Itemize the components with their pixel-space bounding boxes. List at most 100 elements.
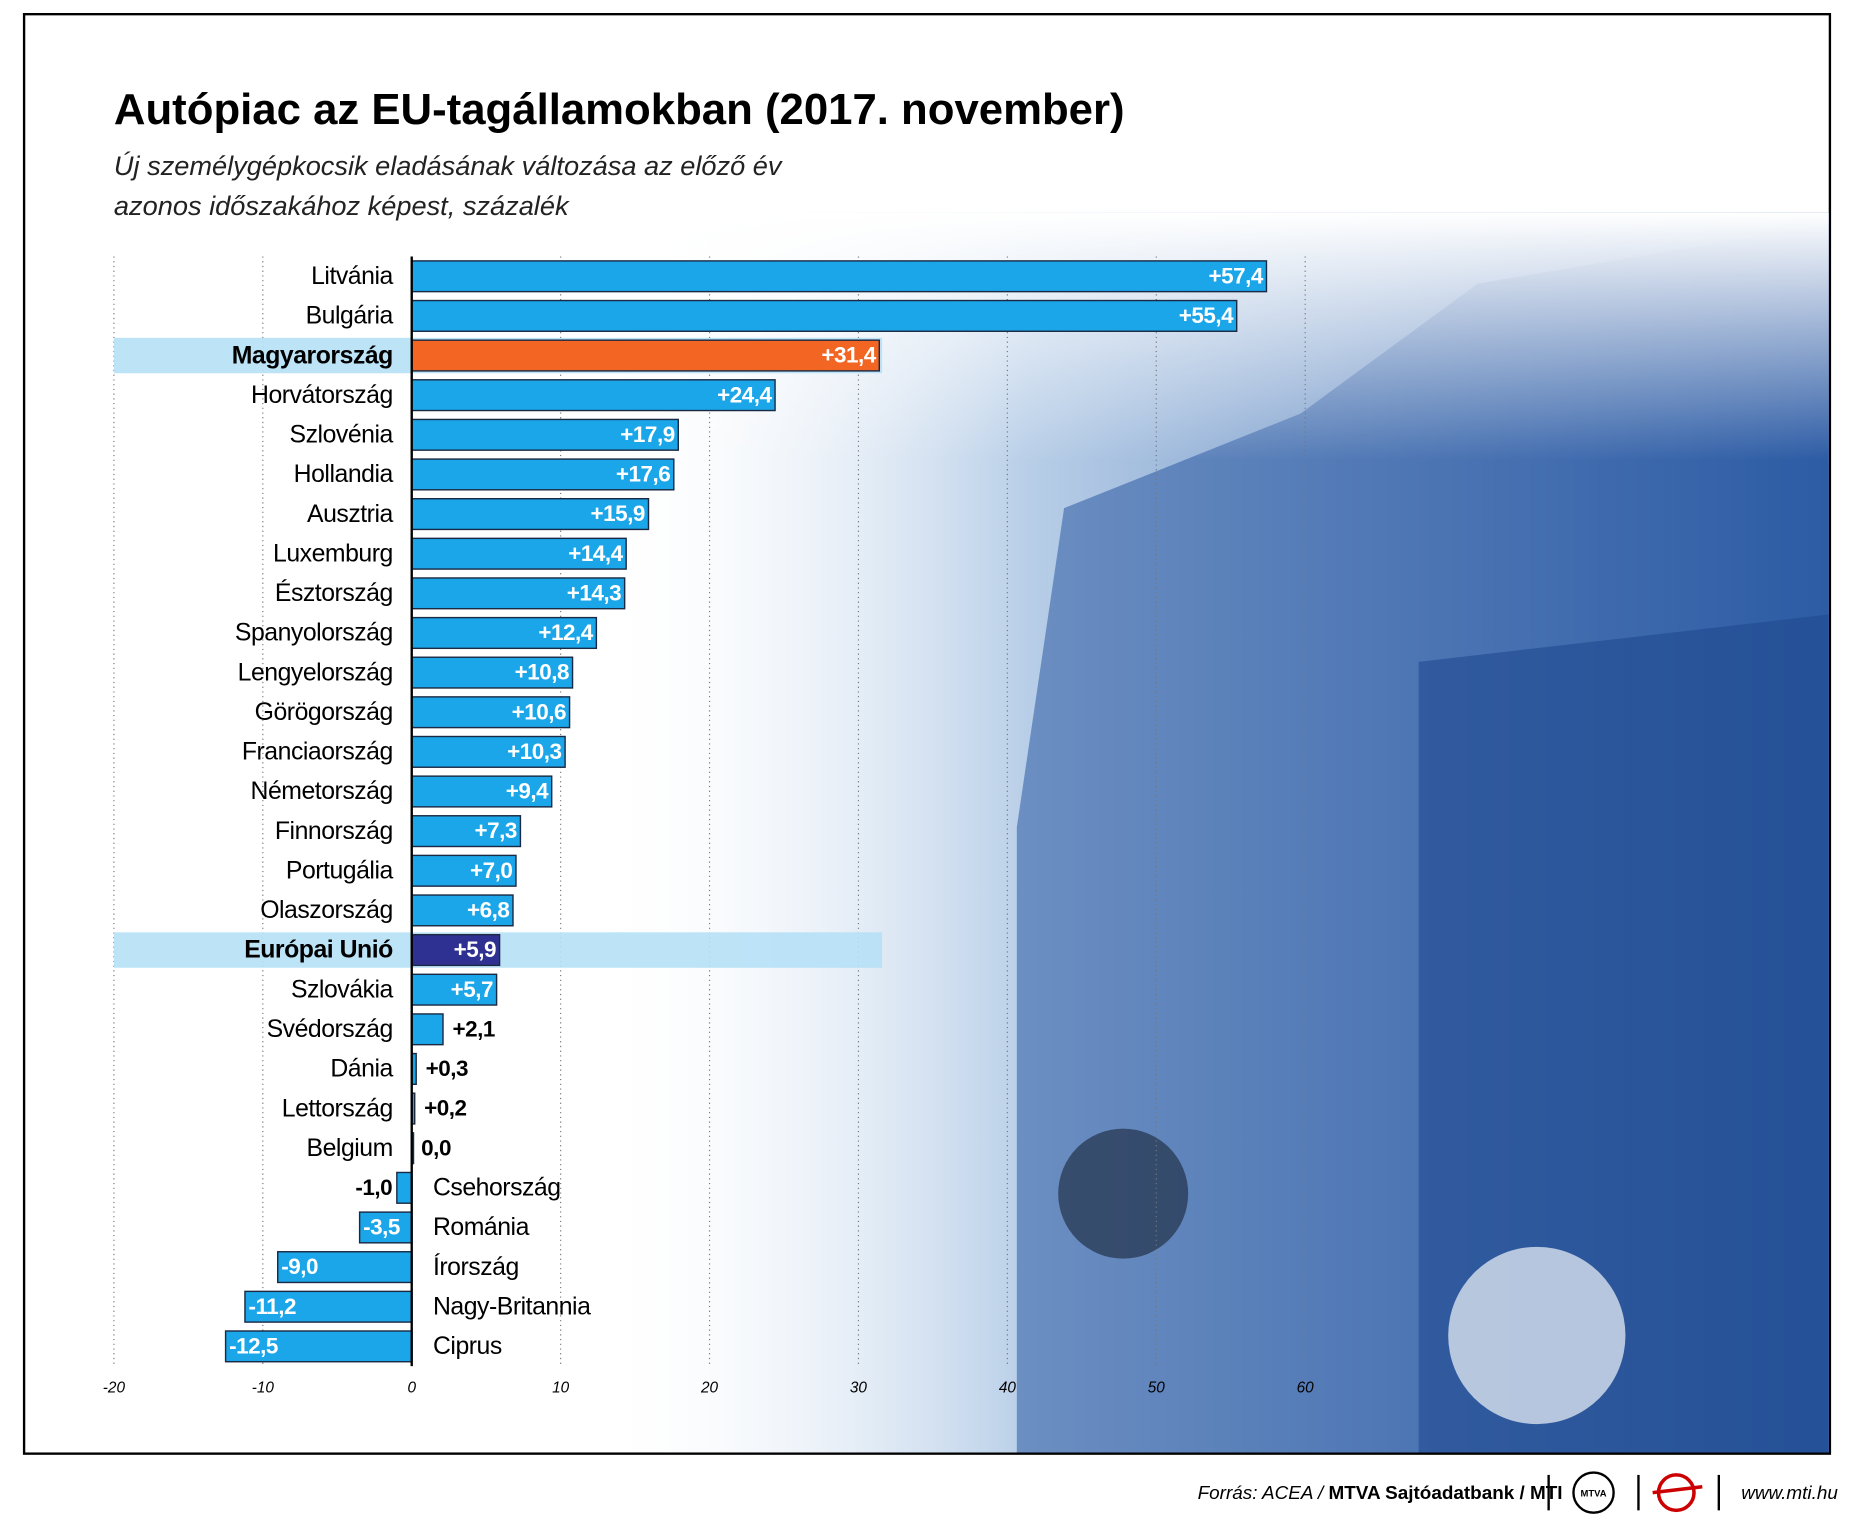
category-label: Luxemburg xyxy=(273,540,393,567)
value-label: +0,2 xyxy=(424,1096,466,1121)
value-label: +2,1 xyxy=(452,1016,494,1041)
footer: Forrás: ACEA / MTVA Sajtóadatbank / MTI … xyxy=(1198,1471,1838,1514)
value-label: +10,8 xyxy=(515,660,569,685)
logo-circle xyxy=(1572,1471,1615,1514)
value-label: +31,4 xyxy=(821,343,876,368)
bar xyxy=(396,1171,413,1204)
source: Forrás: ACEA / MTVA Sajtóadatbank / MTI xyxy=(1198,1483,1563,1504)
category-label: Olaszország xyxy=(260,897,393,924)
category-label: Szlovákia xyxy=(291,976,394,1003)
value-label: +10,6 xyxy=(512,699,566,724)
value-label: +24,4 xyxy=(717,382,772,407)
category-label: Lettország xyxy=(282,1095,393,1122)
value-label: 0,0 xyxy=(421,1135,451,1160)
bar xyxy=(411,260,1268,293)
bar xyxy=(411,537,627,570)
bar xyxy=(411,973,498,1006)
value-label: +14,3 xyxy=(567,580,621,605)
chart-title: Autópiac az EU-tagállamokban (2017. nove… xyxy=(114,85,1125,134)
value-label: +9,4 xyxy=(506,779,549,804)
bar xyxy=(411,577,626,610)
value-label: +15,9 xyxy=(591,501,645,526)
bar xyxy=(411,735,566,768)
category-label: Spanyolország xyxy=(235,620,393,647)
value-label: +0,3 xyxy=(426,1056,468,1081)
category-label: Csehország xyxy=(433,1175,561,1202)
value-label: +6,8 xyxy=(467,898,509,923)
bar xyxy=(411,458,675,491)
value-label: -3,5 xyxy=(363,1215,400,1240)
category-label: Belgium xyxy=(307,1135,393,1162)
value-label: +17,6 xyxy=(616,462,670,487)
bar xyxy=(411,894,514,927)
bar xyxy=(411,616,598,650)
value-label: +12,4 xyxy=(538,620,593,645)
category-label: Észtország xyxy=(275,580,393,607)
bar xyxy=(411,775,553,808)
value-label: +10,3 xyxy=(507,739,561,764)
category-label: Nagy-Britannia xyxy=(433,1293,591,1320)
bar xyxy=(411,656,574,689)
bar xyxy=(411,418,679,451)
value-label: +5,9 xyxy=(454,937,496,962)
mti-logo-line xyxy=(1652,1484,1703,1495)
source-prefix: Forrás: ACEA / xyxy=(1198,1483,1329,1504)
category-label: Horvátország xyxy=(251,382,393,409)
background-photo xyxy=(591,212,1829,1453)
category-label: Bulgária xyxy=(306,303,394,330)
source-bold: MTVA Sajtóadatbank / MTI xyxy=(1328,1483,1562,1504)
x-tick-label: 60 xyxy=(1297,1380,1315,1397)
value-label: -11,2 xyxy=(248,1294,296,1319)
value-label: +14,4 xyxy=(568,541,623,566)
value-label: +57,4 xyxy=(1208,263,1263,288)
category-label: Hollandia xyxy=(294,461,394,488)
bar xyxy=(224,1330,413,1363)
bar xyxy=(277,1251,413,1284)
category-label: Dánia xyxy=(330,1056,393,1083)
bar xyxy=(411,379,776,412)
category-label: Németország xyxy=(251,778,393,805)
x-tick-label: 10 xyxy=(552,1380,570,1397)
value-label: +7,3 xyxy=(474,818,516,843)
category-label: Görögország xyxy=(255,699,393,726)
value-label: -12,5 xyxy=(229,1333,278,1358)
x-tick-label: 40 xyxy=(999,1380,1017,1397)
bar xyxy=(411,1013,444,1046)
category-label: Portugália xyxy=(286,857,394,884)
x-tick-label: 30 xyxy=(850,1380,868,1397)
bar xyxy=(411,815,522,848)
value-label: -1,0 xyxy=(355,1175,392,1200)
category-label: Ausztria xyxy=(307,501,393,528)
category-label: Európai Unió xyxy=(244,937,393,964)
category-label: Románia xyxy=(433,1214,530,1241)
category-label: Litvánia xyxy=(311,263,393,290)
value-label: -9,0 xyxy=(281,1254,318,1279)
value-label: +55,4 xyxy=(1179,303,1234,328)
bar xyxy=(411,854,517,887)
x-tick-label: -10 xyxy=(252,1380,275,1397)
value-label: +17,9 xyxy=(620,422,674,447)
logo: MTVA xyxy=(1581,1488,1607,1499)
x-tick-label: 20 xyxy=(700,1380,719,1397)
x-tick-label: 50 xyxy=(1148,1380,1166,1397)
category-label: Franciaország xyxy=(242,739,393,766)
chart-subtitle: azonos időszakához képest, százalék xyxy=(114,190,570,221)
x-tick-label: 0 xyxy=(407,1380,416,1397)
bar xyxy=(411,299,1238,332)
category-label: Finnország xyxy=(275,818,393,845)
bar xyxy=(358,1211,413,1244)
category-label: Szlovénia xyxy=(290,422,394,449)
x-tick-label: -20 xyxy=(103,1380,126,1397)
website: www.mti.hu xyxy=(1741,1483,1838,1504)
plot-area: -20 -10 0 10 20 30 40 50 60 Litvánia +57,4 Bulgária… xyxy=(103,256,1315,1397)
category-label: Írország xyxy=(433,1254,519,1281)
bar xyxy=(411,339,881,372)
value-label: +5,7 xyxy=(451,977,493,1002)
value-label: +7,0 xyxy=(470,858,512,883)
category-label: Svédország xyxy=(267,1016,393,1043)
category-label: Lengyelország xyxy=(238,659,393,686)
category-label: Ciprus xyxy=(433,1333,502,1360)
chart-subtitle: Új személygépkocsik eladásának változása… xyxy=(114,150,783,181)
